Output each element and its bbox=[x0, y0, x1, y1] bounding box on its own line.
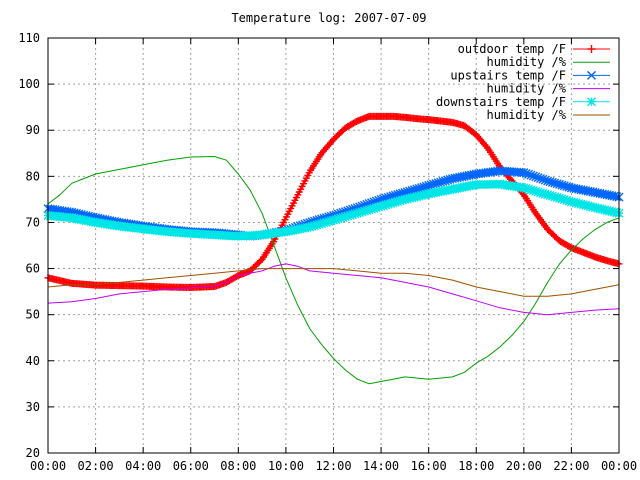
y-tick-label: 30 bbox=[26, 400, 40, 414]
y-tick-label: 20 bbox=[26, 446, 40, 460]
series-layer bbox=[43, 112, 624, 385]
series-line bbox=[47, 156, 620, 385]
x-tick-label: 16:00 bbox=[411, 459, 447, 473]
x-tick-label: 20:00 bbox=[506, 459, 542, 473]
y-tick-label: 90 bbox=[26, 123, 40, 137]
series-marker bbox=[524, 169, 534, 179]
y-tick-label: 50 bbox=[26, 308, 40, 322]
x-tick-label: 22:00 bbox=[553, 459, 589, 473]
y-tick-label: 80 bbox=[26, 169, 40, 183]
series-1 bbox=[47, 156, 620, 385]
legend-label: upstairs temp /F bbox=[450, 68, 566, 82]
x-tick-label: 06:00 bbox=[173, 459, 209, 473]
x-tick-label: 10:00 bbox=[268, 459, 304, 473]
x-tick-label: 02:00 bbox=[78, 459, 114, 473]
series-5 bbox=[47, 268, 620, 297]
x-tick-label: 00:00 bbox=[30, 459, 66, 473]
series-line bbox=[47, 268, 620, 297]
x-tick-label: 12:00 bbox=[315, 459, 351, 473]
axes: 20 30 40 50 60 70 80 90 100 110 00:00 02:00 04:00 06:… bbox=[18, 31, 637, 473]
legend-marker bbox=[587, 45, 596, 53]
series-marker bbox=[531, 172, 541, 182]
series-marker bbox=[519, 168, 529, 178]
series-marker bbox=[538, 174, 548, 184]
series-4 bbox=[43, 179, 624, 241]
legend-label: humidity /% bbox=[487, 108, 567, 122]
series-marker bbox=[528, 171, 538, 181]
legend-marker bbox=[587, 70, 596, 80]
series-marker bbox=[526, 170, 536, 180]
x-tick-label: 14:00 bbox=[363, 459, 399, 473]
series-marker bbox=[521, 168, 531, 178]
chart-title: Temperature log: 2007-07-09 bbox=[231, 11, 426, 25]
series-marker bbox=[257, 257, 265, 265]
legend-label: humidity /% bbox=[487, 55, 567, 69]
legend-label: downstairs temp /F bbox=[436, 95, 566, 109]
series-marker bbox=[533, 173, 543, 183]
legend-label: humidity /% bbox=[487, 82, 567, 96]
legend-marker bbox=[587, 97, 596, 107]
plot-frame bbox=[47, 37, 620, 454]
y-tick-label: 70 bbox=[26, 215, 40, 229]
legend-label: outdoor temp /F bbox=[458, 42, 566, 56]
series-marker bbox=[535, 173, 545, 183]
x-tick-label: 04:00 bbox=[125, 459, 161, 473]
y-tick-label: 60 bbox=[26, 262, 40, 276]
x-tick-label: 18:00 bbox=[458, 459, 494, 473]
y-tick-label: 40 bbox=[26, 354, 40, 368]
y-tick-label: 100 bbox=[18, 77, 40, 91]
x-tick-label: 00:00 bbox=[601, 459, 637, 473]
y-tick-label: 110 bbox=[18, 31, 40, 45]
x-tick-label: 08:00 bbox=[220, 459, 256, 473]
